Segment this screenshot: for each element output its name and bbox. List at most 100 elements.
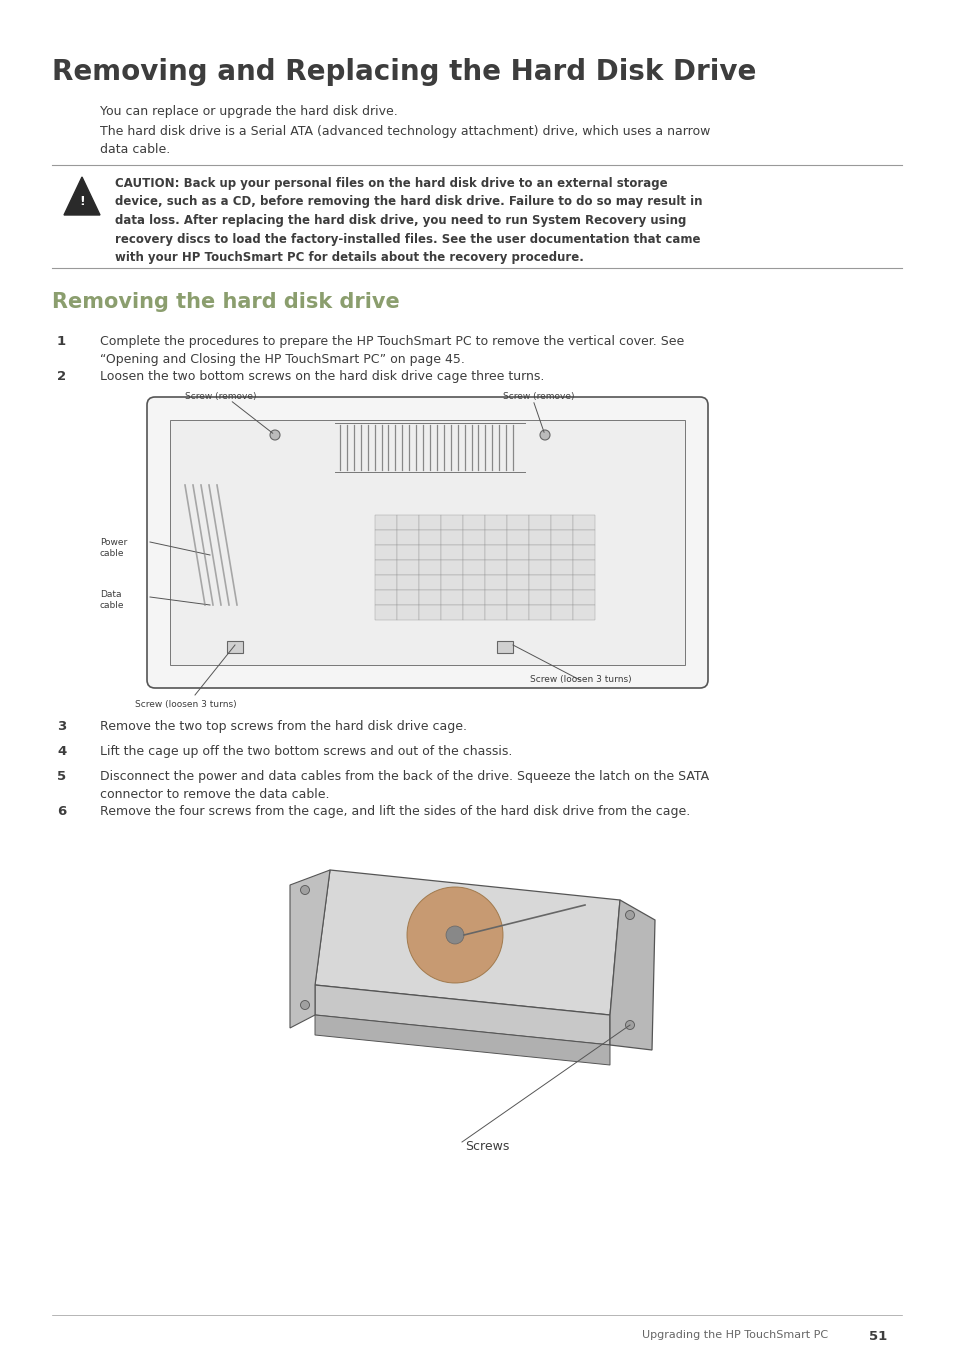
Bar <box>375 529 396 546</box>
Text: Screw (remove): Screw (remove) <box>185 392 256 401</box>
Polygon shape <box>64 176 100 216</box>
Bar <box>440 605 462 620</box>
Bar <box>529 605 551 620</box>
Bar <box>462 529 484 546</box>
Bar <box>375 546 396 560</box>
Circle shape <box>625 1021 634 1029</box>
Bar <box>573 529 595 546</box>
Bar <box>529 590 551 605</box>
Bar <box>396 546 418 560</box>
Bar <box>440 546 462 560</box>
Text: 5: 5 <box>57 770 66 783</box>
Bar <box>440 560 462 575</box>
Bar <box>573 575 595 590</box>
Text: Screw (loosen 3 turns): Screw (loosen 3 turns) <box>530 675 631 684</box>
Bar <box>462 515 484 529</box>
Text: Lift the cage up off the two bottom screws and out of the chassis.: Lift the cage up off the two bottom scre… <box>100 745 512 758</box>
Bar <box>418 560 440 575</box>
Text: Screw (remove): Screw (remove) <box>502 392 574 401</box>
Bar <box>418 605 440 620</box>
Bar <box>462 575 484 590</box>
Bar <box>396 529 418 546</box>
Bar <box>506 515 529 529</box>
Bar <box>396 515 418 529</box>
Bar <box>506 560 529 575</box>
Bar <box>396 560 418 575</box>
Bar <box>170 420 684 665</box>
Circle shape <box>270 430 280 440</box>
Bar <box>396 605 418 620</box>
Bar <box>375 575 396 590</box>
Text: Screws: Screws <box>464 1140 509 1153</box>
Bar <box>551 529 573 546</box>
Bar <box>484 560 506 575</box>
Bar <box>497 641 513 653</box>
Text: Complete the procedures to prepare the HP TouchSmart PC to remove the vertical c: Complete the procedures to prepare the H… <box>100 335 683 366</box>
Bar <box>440 575 462 590</box>
Bar <box>418 590 440 605</box>
Bar <box>440 590 462 605</box>
Bar <box>573 515 595 529</box>
Text: Remove the two top screws from the hard disk drive cage.: Remove the two top screws from the hard … <box>100 721 467 733</box>
Text: 4: 4 <box>57 745 66 758</box>
Bar <box>573 546 595 560</box>
Bar <box>573 605 595 620</box>
Bar <box>506 575 529 590</box>
Bar <box>484 546 506 560</box>
Bar <box>440 515 462 529</box>
Bar <box>484 605 506 620</box>
Bar <box>375 560 396 575</box>
Text: 2: 2 <box>57 370 66 383</box>
Bar <box>529 529 551 546</box>
Circle shape <box>300 885 309 894</box>
Bar <box>551 546 573 560</box>
Bar <box>506 529 529 546</box>
Bar <box>529 575 551 590</box>
Bar <box>462 605 484 620</box>
Bar <box>418 515 440 529</box>
Text: Remove the four screws from the cage, and lift the sides of the hard disk drive : Remove the four screws from the cage, an… <box>100 806 690 818</box>
Bar <box>551 575 573 590</box>
Bar <box>375 590 396 605</box>
Text: Upgrading the HP TouchSmart PC: Upgrading the HP TouchSmart PC <box>641 1329 827 1340</box>
Text: 1: 1 <box>57 335 66 348</box>
Bar <box>529 560 551 575</box>
Text: Disconnect the power and data cables from the back of the drive. Squeeze the lat: Disconnect the power and data cables fro… <box>100 770 708 801</box>
Polygon shape <box>609 900 655 1051</box>
Bar <box>440 529 462 546</box>
Bar <box>506 590 529 605</box>
Circle shape <box>539 430 550 440</box>
Circle shape <box>446 925 463 944</box>
Bar <box>506 546 529 560</box>
Polygon shape <box>314 985 609 1045</box>
Bar <box>396 590 418 605</box>
Text: Data
cable: Data cable <box>100 590 125 610</box>
Circle shape <box>407 888 502 983</box>
Bar <box>418 529 440 546</box>
Bar <box>551 560 573 575</box>
Text: Power
cable: Power cable <box>100 537 127 558</box>
Bar <box>375 515 396 529</box>
Text: The hard disk drive is a Serial ATA (advanced technology attachment) drive, whic: The hard disk drive is a Serial ATA (adv… <box>100 125 710 156</box>
Bar <box>484 515 506 529</box>
Bar <box>462 546 484 560</box>
Bar <box>484 575 506 590</box>
Text: 6: 6 <box>57 806 66 818</box>
Text: Screw (loosen 3 turns): Screw (loosen 3 turns) <box>135 700 236 709</box>
Text: 3: 3 <box>57 721 66 733</box>
Circle shape <box>625 911 634 920</box>
Text: CAUTION: Back up your personal files on the hard disk drive to an external stora: CAUTION: Back up your personal files on … <box>115 176 701 264</box>
Bar <box>529 515 551 529</box>
Bar <box>506 605 529 620</box>
Bar <box>375 605 396 620</box>
Text: Removing and Replacing the Hard Disk Drive: Removing and Replacing the Hard Disk Dri… <box>52 58 756 86</box>
FancyBboxPatch shape <box>147 397 707 688</box>
Bar <box>551 590 573 605</box>
Bar <box>462 560 484 575</box>
Polygon shape <box>314 1016 609 1065</box>
Circle shape <box>300 1001 309 1009</box>
Bar <box>227 641 243 653</box>
Bar <box>573 590 595 605</box>
Text: Loosen the two bottom screws on the hard disk drive cage three turns.: Loosen the two bottom screws on the hard… <box>100 370 544 383</box>
Bar <box>462 590 484 605</box>
